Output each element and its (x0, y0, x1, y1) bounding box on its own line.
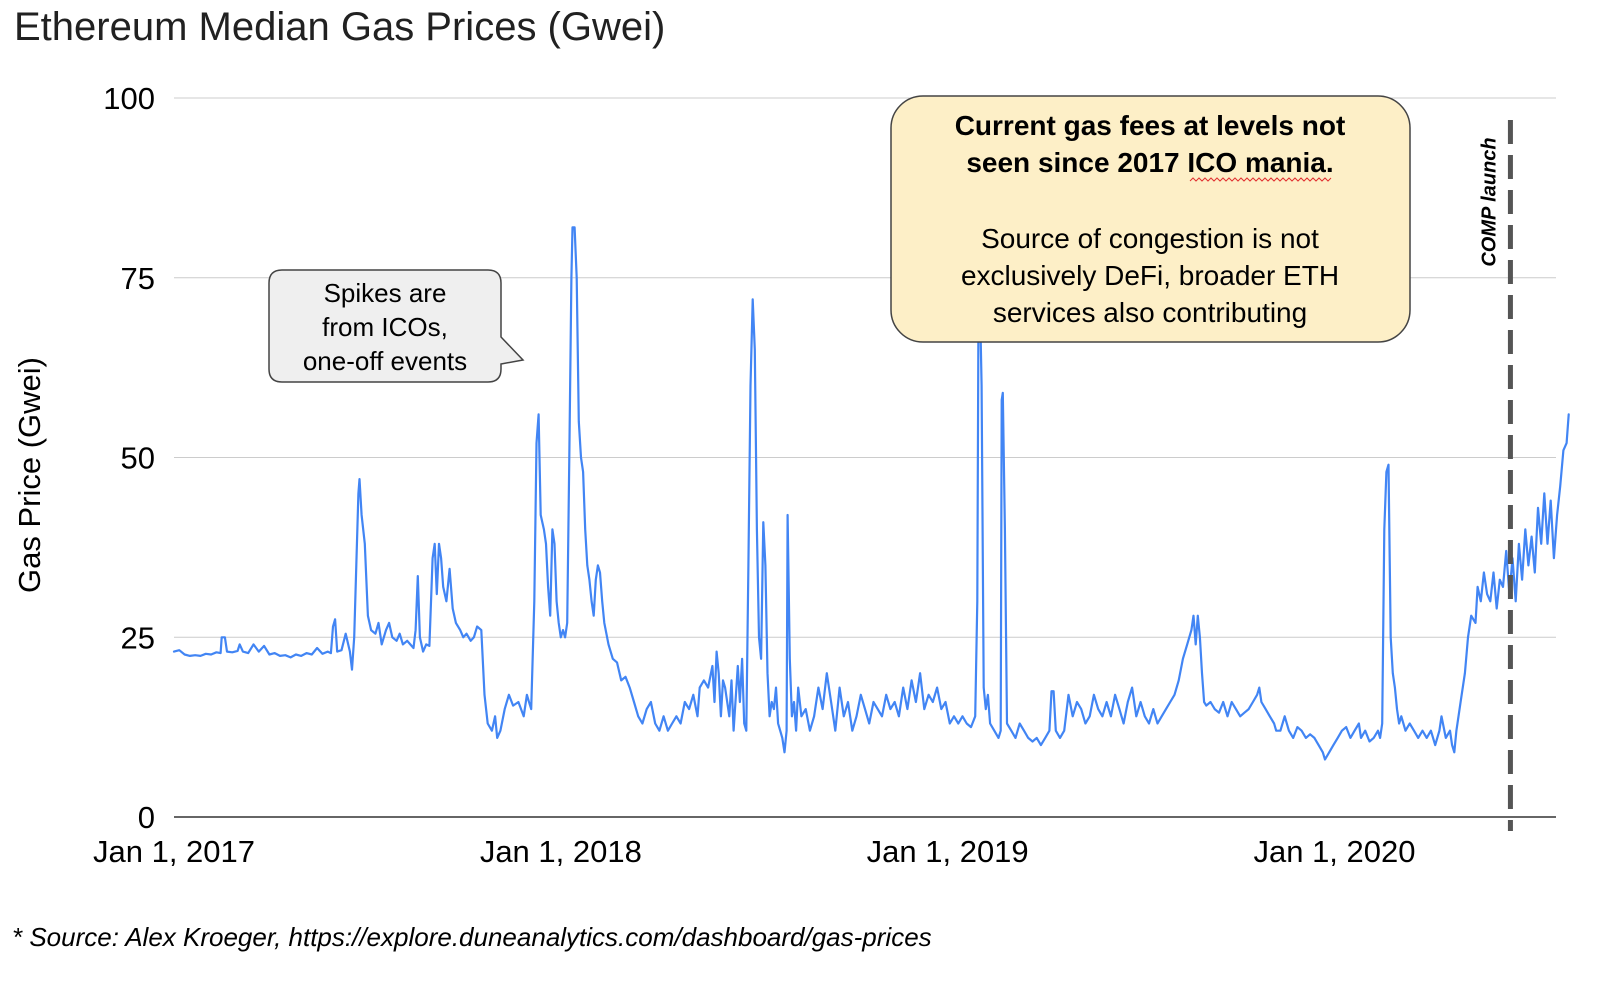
x-tick-2017: Jan 1, 2017 (93, 834, 255, 869)
y-tick-labels: 0 25 50 75 100 (103, 81, 155, 835)
y-tick-0: 0 (138, 800, 155, 835)
y-tick-100: 100 (103, 81, 155, 116)
callout-ico-spikes-line-3: one-off events (303, 346, 467, 376)
y-axis-label: Gas Price (Gwei) (12, 357, 47, 593)
callout-current-fees-box (890, 95, 1411, 343)
series-layer (172, 226, 1570, 761)
callout-ico-spikes-line-1: Spikes are (324, 278, 447, 308)
callout-ico-spikes-line-2: from ICOs, (322, 312, 448, 342)
callout-current-fees: Current gas fees at levels not seen sinc… (890, 95, 1411, 343)
callout-current-fees-line-1: Source of congestion is not (981, 223, 1319, 254)
y-tick-75: 75 (121, 261, 155, 296)
annotations: COMP launch (1478, 120, 1513, 831)
series-line-gas-price (172, 226, 1570, 761)
x-tick-2020: Jan 1, 2020 (1253, 834, 1415, 869)
comp-launch-label: COMP launch (1478, 137, 1500, 266)
callout-current-fees-heading-2: seen since 2017 ICO mania. (966, 147, 1333, 178)
y-tick-50: 50 (121, 441, 155, 476)
callout-current-fees-heading-1: Current gas fees at levels not (955, 110, 1346, 141)
callout-current-fees-line-2: exclusively DeFi, broader ETH (961, 260, 1339, 291)
callout-ico-spikes: Spikes are from ICOs, one-off events (268, 269, 525, 383)
spellcheck-squiggle (1189, 177, 1332, 182)
x-tick-2018: Jan 1, 2018 (480, 834, 642, 869)
source-footnote: * Source: Alex Kroeger, https://explore.… (12, 922, 932, 952)
x-tick-2019: Jan 1, 2019 (867, 834, 1029, 869)
x-tick-labels: Jan 1, 2017 Jan 1, 2018 Jan 1, 2019 Jan 1, … (93, 834, 1416, 869)
y-tick-25: 25 (121, 620, 155, 655)
callout-ico-spikes-bubble (268, 269, 525, 383)
callout-current-fees-line-3: services also contributing (993, 297, 1307, 328)
chart-title: Ethereum Median Gas Prices (Gwei) (14, 5, 665, 49)
